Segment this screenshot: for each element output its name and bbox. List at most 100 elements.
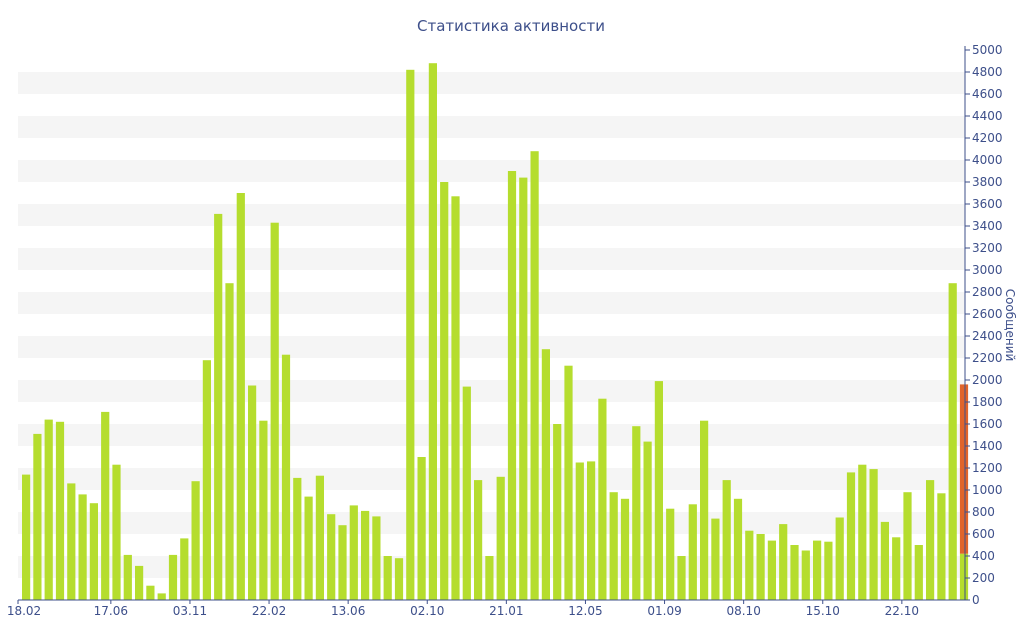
bar	[903, 492, 912, 600]
x-tick-label: 21.01	[489, 604, 523, 618]
y-tick-label: 4000	[972, 153, 1003, 167]
bar	[462, 386, 471, 600]
bar	[474, 480, 483, 600]
bar	[813, 540, 822, 600]
bar	[541, 349, 550, 600]
bar	[666, 508, 675, 600]
bar	[383, 556, 392, 600]
current-bar	[959, 384, 969, 554]
bar	[824, 541, 833, 600]
bar	[756, 534, 765, 600]
bar	[394, 558, 404, 600]
bar	[846, 472, 856, 600]
grid-bands	[18, 72, 965, 578]
grid-band	[18, 468, 965, 490]
bar	[790, 545, 799, 600]
bar	[507, 171, 517, 600]
y-tick-label: 1000	[972, 483, 1003, 497]
bar	[575, 462, 584, 600]
y-tick-label: 2400	[972, 329, 1003, 343]
grid-band	[18, 204, 965, 226]
bar	[361, 510, 370, 600]
bar	[406, 69, 415, 601]
bar	[338, 525, 347, 600]
bar	[281, 354, 291, 600]
current-bar-base	[959, 553, 969, 600]
bar	[801, 550, 810, 600]
x-tick-label: 08.10	[726, 604, 760, 618]
bar	[112, 464, 121, 600]
grid-band	[18, 380, 965, 402]
bar	[135, 565, 144, 600]
bar	[191, 481, 200, 600]
bar	[632, 426, 641, 600]
bar	[451, 196, 460, 601]
bar	[304, 496, 313, 600]
x-tick-label: 02.10	[410, 604, 444, 618]
bar	[937, 493, 946, 600]
y-tick-label: 3800	[972, 175, 1003, 189]
bar	[44, 419, 53, 600]
bar	[146, 585, 155, 600]
y-tick-label: 1600	[972, 417, 1003, 431]
grid-band	[18, 248, 965, 270]
bar	[315, 475, 324, 600]
y-tick-label: 4600	[972, 87, 1003, 101]
y-axis-label: Сообщений	[1003, 289, 1017, 362]
bar	[948, 283, 957, 600]
bar	[180, 538, 189, 600]
bar	[67, 483, 76, 600]
bar	[440, 182, 449, 600]
bar	[236, 193, 245, 600]
y-tick-label: 3000	[972, 263, 1003, 277]
bar	[259, 420, 268, 600]
y-tick-label: 2600	[972, 307, 1003, 321]
bar	[78, 494, 87, 600]
x-tick-label: 17.06	[94, 604, 128, 618]
bar	[485, 556, 494, 600]
bar	[123, 554, 132, 600]
bar	[293, 477, 302, 600]
bar	[553, 424, 562, 600]
y-tick-label: 0	[972, 593, 980, 607]
bar	[101, 411, 110, 600]
y-tick-label: 1800	[972, 395, 1003, 409]
bar	[869, 469, 878, 600]
bar	[530, 151, 539, 600]
y-tick-label: 800	[972, 505, 995, 519]
y-tick-label: 1400	[972, 439, 1003, 453]
y-tick-label: 2200	[972, 351, 1003, 365]
grid-band	[18, 336, 965, 358]
grid-band	[18, 512, 965, 534]
x-tick-label: 22.10	[885, 604, 919, 618]
bar	[89, 503, 98, 600]
bar	[33, 433, 42, 600]
bar	[620, 498, 630, 600]
y-tick-label: 3200	[972, 241, 1003, 255]
bar	[202, 360, 211, 600]
bar	[654, 381, 663, 600]
x-tick-label: 13.06	[331, 604, 365, 618]
chart-title: Статистика активности	[417, 17, 605, 35]
grid-band	[18, 116, 965, 138]
bar	[496, 476, 505, 600]
grid-band	[18, 160, 965, 182]
bar	[372, 516, 381, 600]
bar	[711, 518, 720, 600]
bars-group	[22, 63, 969, 601]
bar	[270, 222, 279, 600]
bar	[745, 530, 754, 600]
bar	[609, 492, 618, 600]
bar	[892, 537, 901, 600]
bar	[564, 365, 573, 600]
y-tick-label: 400	[972, 549, 995, 563]
bar	[248, 385, 257, 600]
x-axis-ticks: 18.02 17.06 03.11 22.02 13.06 02.10 21.01 12.05…	[7, 600, 919, 618]
bar	[722, 480, 731, 600]
bar	[858, 464, 867, 600]
x-tick-label: 18.02	[7, 604, 41, 618]
bar	[519, 177, 528, 600]
x-tick-label: 15.10	[806, 604, 840, 618]
y-tick-label: 3600	[972, 197, 1003, 211]
